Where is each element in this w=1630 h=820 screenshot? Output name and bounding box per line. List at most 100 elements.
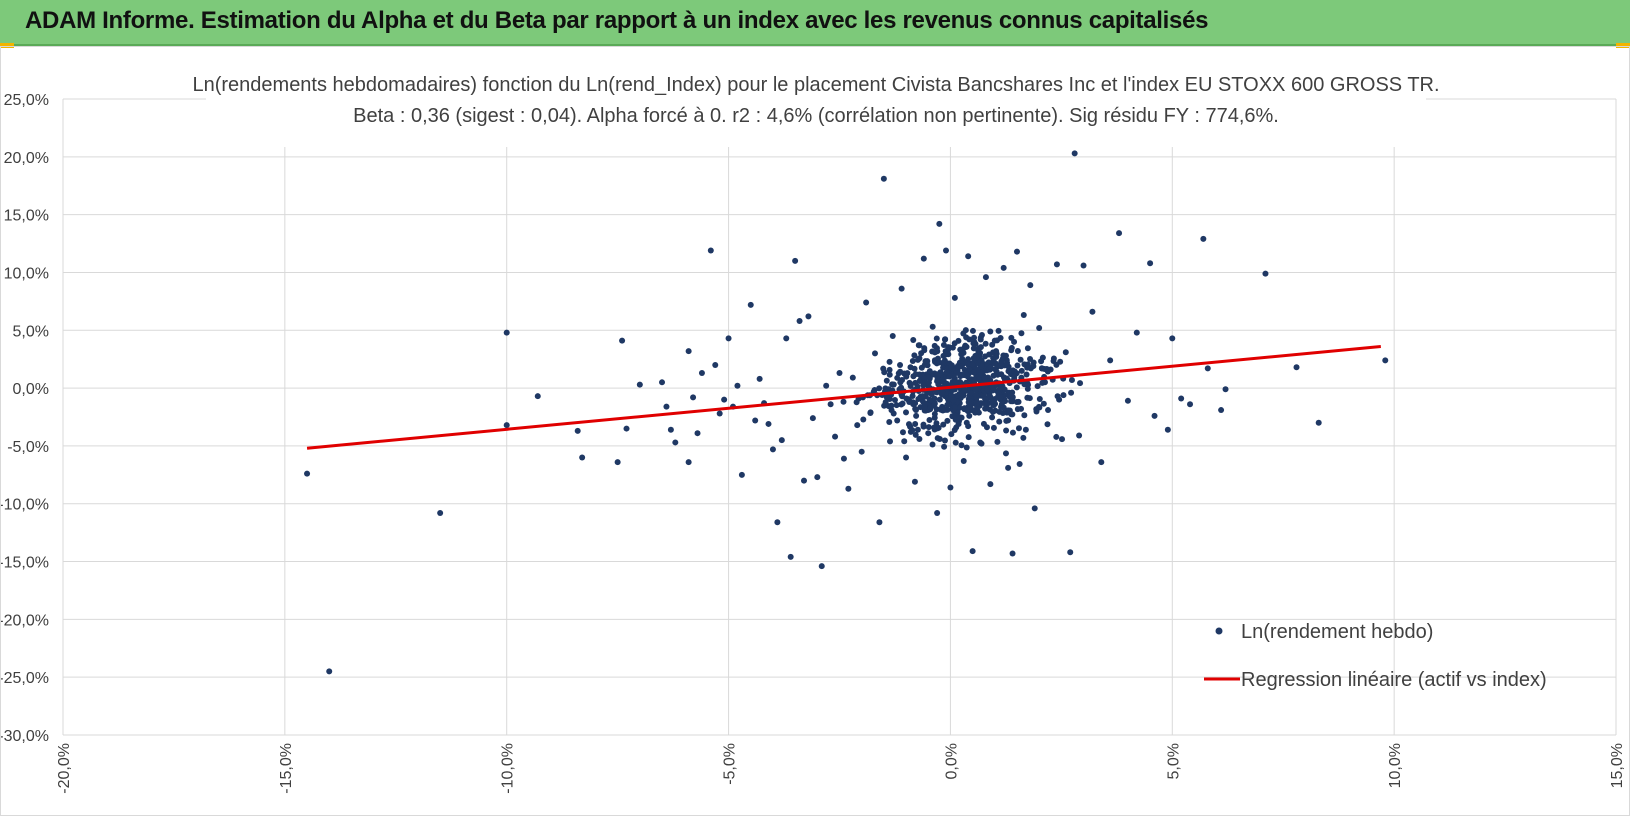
- data-point: [913, 412, 920, 419]
- data-point: [738, 471, 745, 478]
- data-point: [623, 425, 630, 432]
- data-point: [931, 414, 938, 421]
- data-point: [890, 381, 897, 388]
- data-point: [935, 371, 942, 378]
- data-point: [936, 220, 943, 227]
- data-point: [1008, 347, 1015, 354]
- data-point: [934, 509, 941, 516]
- data-point: [966, 412, 973, 419]
- data-point: [920, 255, 927, 262]
- data-point: [953, 424, 960, 431]
- data-point: [769, 446, 776, 453]
- data-point: [894, 417, 901, 424]
- data-point: [1089, 308, 1096, 315]
- data-point: [1023, 371, 1030, 378]
- data-point: [685, 348, 692, 355]
- data-point: [1013, 384, 1020, 391]
- data-point: [1218, 407, 1225, 414]
- data-point: [774, 519, 781, 526]
- data-point: [783, 335, 790, 342]
- data-point: [912, 400, 919, 407]
- data-point: [914, 383, 921, 390]
- x-tick-label: -10,0%: [500, 743, 517, 794]
- data-point: [1262, 270, 1269, 277]
- data-point: [1178, 395, 1185, 402]
- data-point: [993, 348, 1000, 355]
- data-point: [948, 362, 955, 369]
- data-point: [933, 389, 940, 396]
- y-tick-label: 25,0%: [4, 92, 49, 109]
- data-point: [929, 323, 936, 330]
- legend-label-regression: Regression linéaire (actif vs index): [1241, 669, 1547, 691]
- data-point: [1000, 404, 1007, 411]
- data-point: [801, 477, 808, 484]
- data-point: [1124, 397, 1131, 404]
- data-point: [889, 333, 896, 340]
- data-point: [973, 399, 980, 406]
- data-point: [941, 437, 948, 444]
- data-point: [1004, 359, 1011, 366]
- data-point: [659, 379, 666, 386]
- data-point: [886, 419, 893, 426]
- data-point: [1017, 356, 1024, 363]
- data-point: [921, 345, 928, 352]
- data-point: [933, 335, 940, 342]
- data-point: [986, 392, 993, 399]
- data-point: [990, 424, 997, 431]
- data-point: [990, 372, 997, 379]
- data-point: [897, 361, 904, 368]
- gridlines: [62, 98, 1617, 736]
- data-point: [899, 400, 906, 407]
- data-point: [1060, 392, 1067, 399]
- data-point: [805, 313, 812, 320]
- data-point: [952, 439, 959, 446]
- data-point: [903, 454, 910, 461]
- data-point: [503, 422, 510, 429]
- data-point: [915, 396, 922, 403]
- data-point: [936, 396, 943, 403]
- data-point: [1005, 368, 1012, 375]
- data-point: [734, 382, 741, 389]
- data-point: [1039, 365, 1046, 372]
- data-point: [909, 393, 916, 400]
- data-point: [971, 334, 978, 341]
- data-point: [503, 329, 510, 336]
- data-point: [1036, 324, 1043, 331]
- data-point: [1076, 432, 1083, 439]
- data-point: [823, 382, 830, 389]
- data-point: [809, 415, 816, 422]
- scatter-chart: 25,0%20,0%15,0%10,0%5,0%0,0%-5,0%-10,0%-…: [0, 74, 1626, 794]
- data-point: [944, 417, 951, 424]
- data-point: [1315, 419, 1322, 426]
- data-point: [883, 377, 890, 384]
- data-point: [685, 459, 692, 466]
- data-point: [978, 332, 985, 339]
- data-point: [1027, 355, 1034, 362]
- data-point: [1382, 357, 1389, 364]
- data-point: [716, 410, 723, 417]
- data-point: [1080, 262, 1087, 269]
- data-point: [926, 416, 933, 423]
- data-point: [914, 426, 921, 433]
- corner-marker-right: [1616, 43, 1630, 48]
- data-point: [1107, 357, 1114, 364]
- data-point: [1169, 335, 1176, 342]
- data-point: [987, 481, 994, 488]
- data-point: [1011, 338, 1018, 345]
- data-point: [977, 439, 984, 446]
- data-point: [972, 391, 979, 398]
- x-tick-label: 5,0%: [1165, 743, 1182, 779]
- data-point: [963, 334, 970, 341]
- data-point: [845, 485, 852, 492]
- data-point: [1222, 386, 1229, 393]
- data-point: [922, 358, 929, 365]
- data-point: [725, 335, 732, 342]
- data-point: [886, 366, 893, 373]
- data-point: [933, 406, 940, 413]
- data-point: [995, 327, 1002, 334]
- data-point: [903, 373, 910, 380]
- data-point: [925, 379, 932, 386]
- data-point: [973, 354, 980, 361]
- data-point: [909, 427, 916, 434]
- data-point: [712, 361, 719, 368]
